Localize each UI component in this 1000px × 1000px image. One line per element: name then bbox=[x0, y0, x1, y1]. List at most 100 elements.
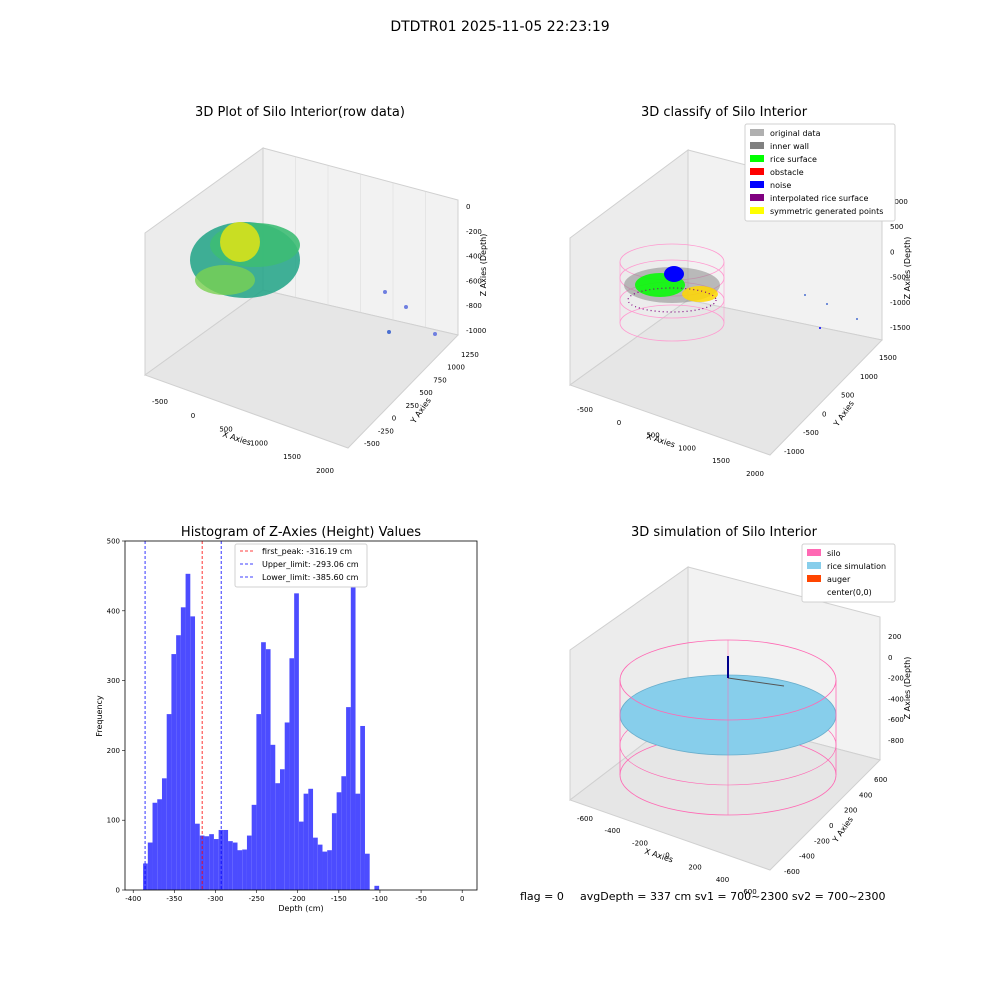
tick-label: 0 bbox=[617, 419, 621, 427]
tick-label: -1000 bbox=[784, 448, 804, 456]
histogram-bar bbox=[213, 839, 219, 890]
tick-label: -400 bbox=[799, 853, 815, 861]
legend-label: inner wall bbox=[770, 142, 809, 151]
histogram-bar bbox=[374, 885, 380, 890]
tick-label: -200 bbox=[888, 675, 904, 683]
tick-label: 200 bbox=[688, 864, 701, 872]
legend-frame bbox=[801, 543, 896, 603]
tick-label: 750 bbox=[433, 376, 446, 384]
noise-points bbox=[664, 266, 684, 282]
legend-swatch bbox=[750, 129, 764, 136]
stats-text: avgDepth = 337 cm sv1 = 700~2300 sv2 = 7… bbox=[580, 890, 886, 903]
tick-label: -250 bbox=[378, 427, 394, 435]
legend-swatch bbox=[807, 575, 821, 582]
interpolated-surface-points bbox=[627, 287, 717, 313]
histogram-bar bbox=[209, 834, 214, 890]
tick-label: 600 bbox=[874, 776, 887, 784]
x-axis-label-classify: X Axies bbox=[645, 432, 676, 450]
plot-frame bbox=[124, 540, 478, 891]
histogram-bar bbox=[204, 836, 210, 890]
tick-label: -500 bbox=[803, 429, 819, 437]
legend-frame bbox=[744, 123, 896, 222]
tick-label: 0 bbox=[890, 248, 894, 256]
panel-raw-3d: 3D Plot of Silo Interior(row data) -500 0… bbox=[143, 105, 488, 475]
tick-label: 0 bbox=[392, 415, 396, 423]
histogram-bar bbox=[341, 776, 347, 890]
histogram-bar bbox=[195, 823, 200, 890]
tick-label: 0 bbox=[466, 203, 470, 211]
histogram-bar bbox=[237, 850, 243, 890]
legend-label: first_peak: -316.19 cm bbox=[262, 547, 352, 556]
x-axis-label-histogram: Depth (cm) bbox=[278, 904, 323, 913]
tick-label: -1500 bbox=[890, 324, 910, 332]
histogram-bar bbox=[313, 837, 318, 890]
y-axis-label-raw: Y Axies bbox=[408, 396, 433, 426]
legend-swatch bbox=[750, 194, 764, 201]
legend-swatch bbox=[750, 142, 764, 149]
histogram-bar bbox=[232, 842, 238, 890]
tick-label: 600 bbox=[743, 888, 756, 896]
tick-label: 1500 bbox=[712, 457, 730, 465]
y-tick-label: 100 bbox=[107, 817, 120, 825]
histogram-bar bbox=[270, 744, 276, 890]
tick-label: -500 bbox=[890, 274, 906, 282]
histogram-bar bbox=[308, 788, 314, 890]
outlier-point bbox=[387, 330, 391, 334]
silo-wireframe-simulation bbox=[619, 639, 837, 816]
tick-label: -1000 bbox=[890, 299, 910, 307]
tick-label: -800 bbox=[888, 737, 904, 745]
histogram-bar bbox=[298, 821, 304, 890]
tick-label: 1000 bbox=[678, 444, 696, 452]
histogram-bar bbox=[251, 804, 257, 890]
tick-label: 1000 bbox=[447, 364, 465, 372]
y-tick-label: 200 bbox=[107, 747, 120, 755]
tick-label: 200 bbox=[888, 633, 901, 641]
tick-label: 2000 bbox=[316, 467, 334, 475]
outlier-point bbox=[826, 303, 828, 305]
histogram-bar bbox=[256, 714, 262, 890]
histogram-bar bbox=[331, 813, 337, 890]
tick-label: -200 bbox=[466, 228, 482, 236]
histogram-bar bbox=[265, 649, 271, 890]
x-tick-label: -400 bbox=[125, 895, 141, 903]
tick-label: 500 bbox=[841, 392, 854, 400]
histogram-bar bbox=[152, 802, 158, 890]
x-tick-label: -150 bbox=[331, 895, 347, 903]
y-ticks-classify: -1000 -500 0 500 1000 1500 bbox=[784, 354, 897, 456]
grid-raw bbox=[295, 156, 426, 328]
legend-swatch bbox=[750, 207, 764, 214]
legend-swatch bbox=[750, 181, 764, 188]
legend-label: rice surface bbox=[770, 155, 817, 164]
outlier-point bbox=[804, 294, 806, 296]
tick-label: 1500 bbox=[879, 354, 897, 362]
tick-label: 400 bbox=[859, 791, 872, 799]
figure-title: DTDTR01 2025-11-05 22:23:19 bbox=[390, 19, 609, 35]
tick-label: 2000 bbox=[746, 470, 764, 478]
tick-label: -400 bbox=[888, 695, 904, 703]
tick-label: -400 bbox=[466, 253, 482, 261]
tick-label: 1000 bbox=[890, 198, 908, 206]
tick-label: -500 bbox=[152, 398, 168, 406]
tick-label: -500 bbox=[577, 406, 593, 414]
histogram-bar bbox=[190, 616, 196, 890]
y-tick-label: 500 bbox=[107, 538, 120, 546]
y-ticks-histogram: 0 100 200 300 400 500 bbox=[107, 538, 125, 895]
legend-label: Lower_limit: -385.60 cm bbox=[262, 573, 359, 582]
legend-swatch bbox=[750, 155, 764, 162]
tick-label: 500 bbox=[890, 223, 903, 231]
tick-label: 1500 bbox=[283, 453, 301, 461]
legend-label: symmetric generated points bbox=[770, 207, 883, 216]
histogram-bar bbox=[294, 593, 299, 890]
data-cloud-raw bbox=[190, 222, 300, 298]
histogram-bar bbox=[180, 607, 186, 890]
chart-title-simulation: 3D simulation of Silo Interior bbox=[631, 525, 818, 540]
x-tick-label: 0 bbox=[460, 895, 464, 903]
histogram-bar bbox=[346, 707, 351, 890]
x-tick-label: -200 bbox=[290, 895, 306, 903]
histogram-bar bbox=[185, 573, 191, 890]
y-tick-label: 0 bbox=[116, 887, 120, 895]
panel-simulation-3d: 3D simulation of Silo Interior -600-400-… bbox=[568, 525, 912, 896]
x-ticks-raw: -500 0 500 1000 1500 2000 bbox=[152, 398, 334, 475]
